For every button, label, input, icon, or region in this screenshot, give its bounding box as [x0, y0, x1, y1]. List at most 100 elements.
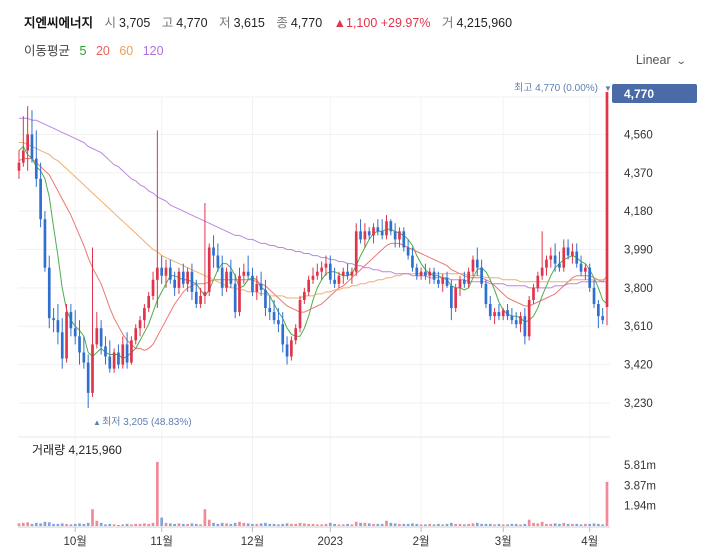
volume-bar: [566, 523, 570, 526]
candle-body: [454, 287, 458, 309]
candle-body: [194, 291, 198, 305]
candle-body: [367, 231, 371, 236]
candle-body: [406, 247, 410, 256]
volume-bar: [52, 523, 55, 526]
volume-bar: [168, 523, 172, 526]
open-value: 3,705: [119, 16, 151, 30]
candle-body: [112, 352, 116, 369]
candle-body: [475, 259, 479, 268]
volume-bar: [458, 523, 462, 526]
candle-body: [168, 267, 172, 280]
low-label: 저: [219, 16, 231, 30]
x-tick-label: 2월: [413, 535, 430, 548]
volume-bar: [203, 509, 207, 526]
volume-bar: [26, 522, 29, 526]
volume-bar: [303, 523, 306, 526]
volume-bar: [147, 523, 151, 526]
candle-body: [402, 231, 406, 248]
x-tick-label: 3월: [495, 535, 512, 548]
candle-body: [519, 316, 522, 325]
candle-body: [545, 259, 548, 268]
volume-bar: [82, 523, 86, 526]
candle-body: [242, 271, 246, 276]
volume-label: 거: [441, 16, 454, 30]
volume-bar: [579, 524, 583, 526]
candle-body: [333, 279, 336, 284]
candle-body: [501, 310, 505, 317]
candle-body: [138, 320, 142, 329]
volume-bar: [337, 524, 341, 526]
volume-bar: [385, 520, 388, 526]
volume-bar: [212, 522, 215, 526]
price-tick-label: 4,560: [624, 129, 653, 141]
volume-bar: [199, 524, 202, 526]
volume-bar: [428, 523, 432, 526]
volume-bar: [488, 523, 492, 526]
candle-body: [212, 247, 215, 256]
volume-bar: [432, 524, 436, 526]
candle-body: [428, 271, 432, 276]
volume-bar: [268, 523, 272, 526]
volume-tick-label: 1.94m: [624, 501, 656, 513]
close-value: 4,770: [290, 16, 323, 30]
candle-body: [328, 263, 332, 280]
candle-body: [320, 267, 323, 272]
candle-body: [592, 287, 596, 305]
candle-body: [450, 285, 453, 309]
volume-bar: [592, 523, 596, 526]
price-tick-label: 4,180: [624, 206, 653, 218]
candle-body: [233, 283, 237, 313]
moving-average-legend[interactable]: 이동평균 5 20 60 120: [24, 40, 170, 59]
volume-bar: [437, 523, 440, 526]
candle-body: [164, 267, 168, 276]
candle-body: [584, 267, 587, 272]
volume-bars: [17, 461, 609, 526]
candle-body: [30, 134, 34, 159]
candle-body: [147, 295, 151, 309]
candle-body: [281, 324, 285, 345]
candle-body: [510, 316, 514, 321]
candle-body: [121, 344, 125, 365]
volume-bar: [95, 520, 99, 526]
volume-bar: [406, 523, 410, 526]
low-value: 3,615: [233, 16, 265, 30]
high-marker: 최고 4,770 (0.00%): [514, 82, 598, 94]
candle-body: [160, 267, 164, 276]
volume-bar: [523, 523, 527, 526]
price-axis: 4,560 4,370 4,180 3,990 3,800 3,610 3,420 3,230: [624, 129, 653, 410]
candle-body: [272, 312, 276, 321]
volume-bar: [571, 523, 574, 526]
volume-bar: [601, 524, 605, 526]
volume-bar: [164, 522, 168, 526]
candle-body: [259, 283, 263, 290]
volume-bar: [527, 519, 531, 526]
x-tick-label: 12월: [241, 535, 264, 548]
price-header: 지엔씨에너지 시 3,705 고 4,770 저 3,615 종 4,770 ▲1,10…: [24, 12, 520, 31]
volume-bar: [441, 524, 445, 526]
candles: [17, 92, 609, 408]
candle-body: [134, 328, 138, 341]
candle-body: [268, 308, 272, 313]
candle-body: [17, 162, 21, 171]
candle-body: [445, 277, 449, 286]
candle-body: [290, 340, 293, 357]
scale-mode-dropdown[interactable]: Linear ⌄: [636, 53, 686, 67]
candle-body: [43, 219, 47, 268]
volume-bar: [484, 523, 488, 526]
candle-body: [52, 318, 55, 321]
volume-bar: [558, 523, 561, 526]
candle-body: [558, 263, 561, 268]
volume-bar: [34, 522, 38, 526]
ma-20-label: 20: [95, 44, 110, 58]
volume-bar: [471, 523, 475, 526]
candle-body: [251, 275, 254, 292]
candle-body: [372, 227, 375, 236]
volume-bar: [549, 523, 553, 526]
volume-bar: [69, 524, 73, 526]
volume-bar: [514, 523, 518, 526]
volume-bar: [475, 522, 479, 526]
candle-body: [571, 251, 574, 256]
price-tick-label: 4,370: [624, 168, 653, 180]
volume-bar: [121, 524, 125, 526]
